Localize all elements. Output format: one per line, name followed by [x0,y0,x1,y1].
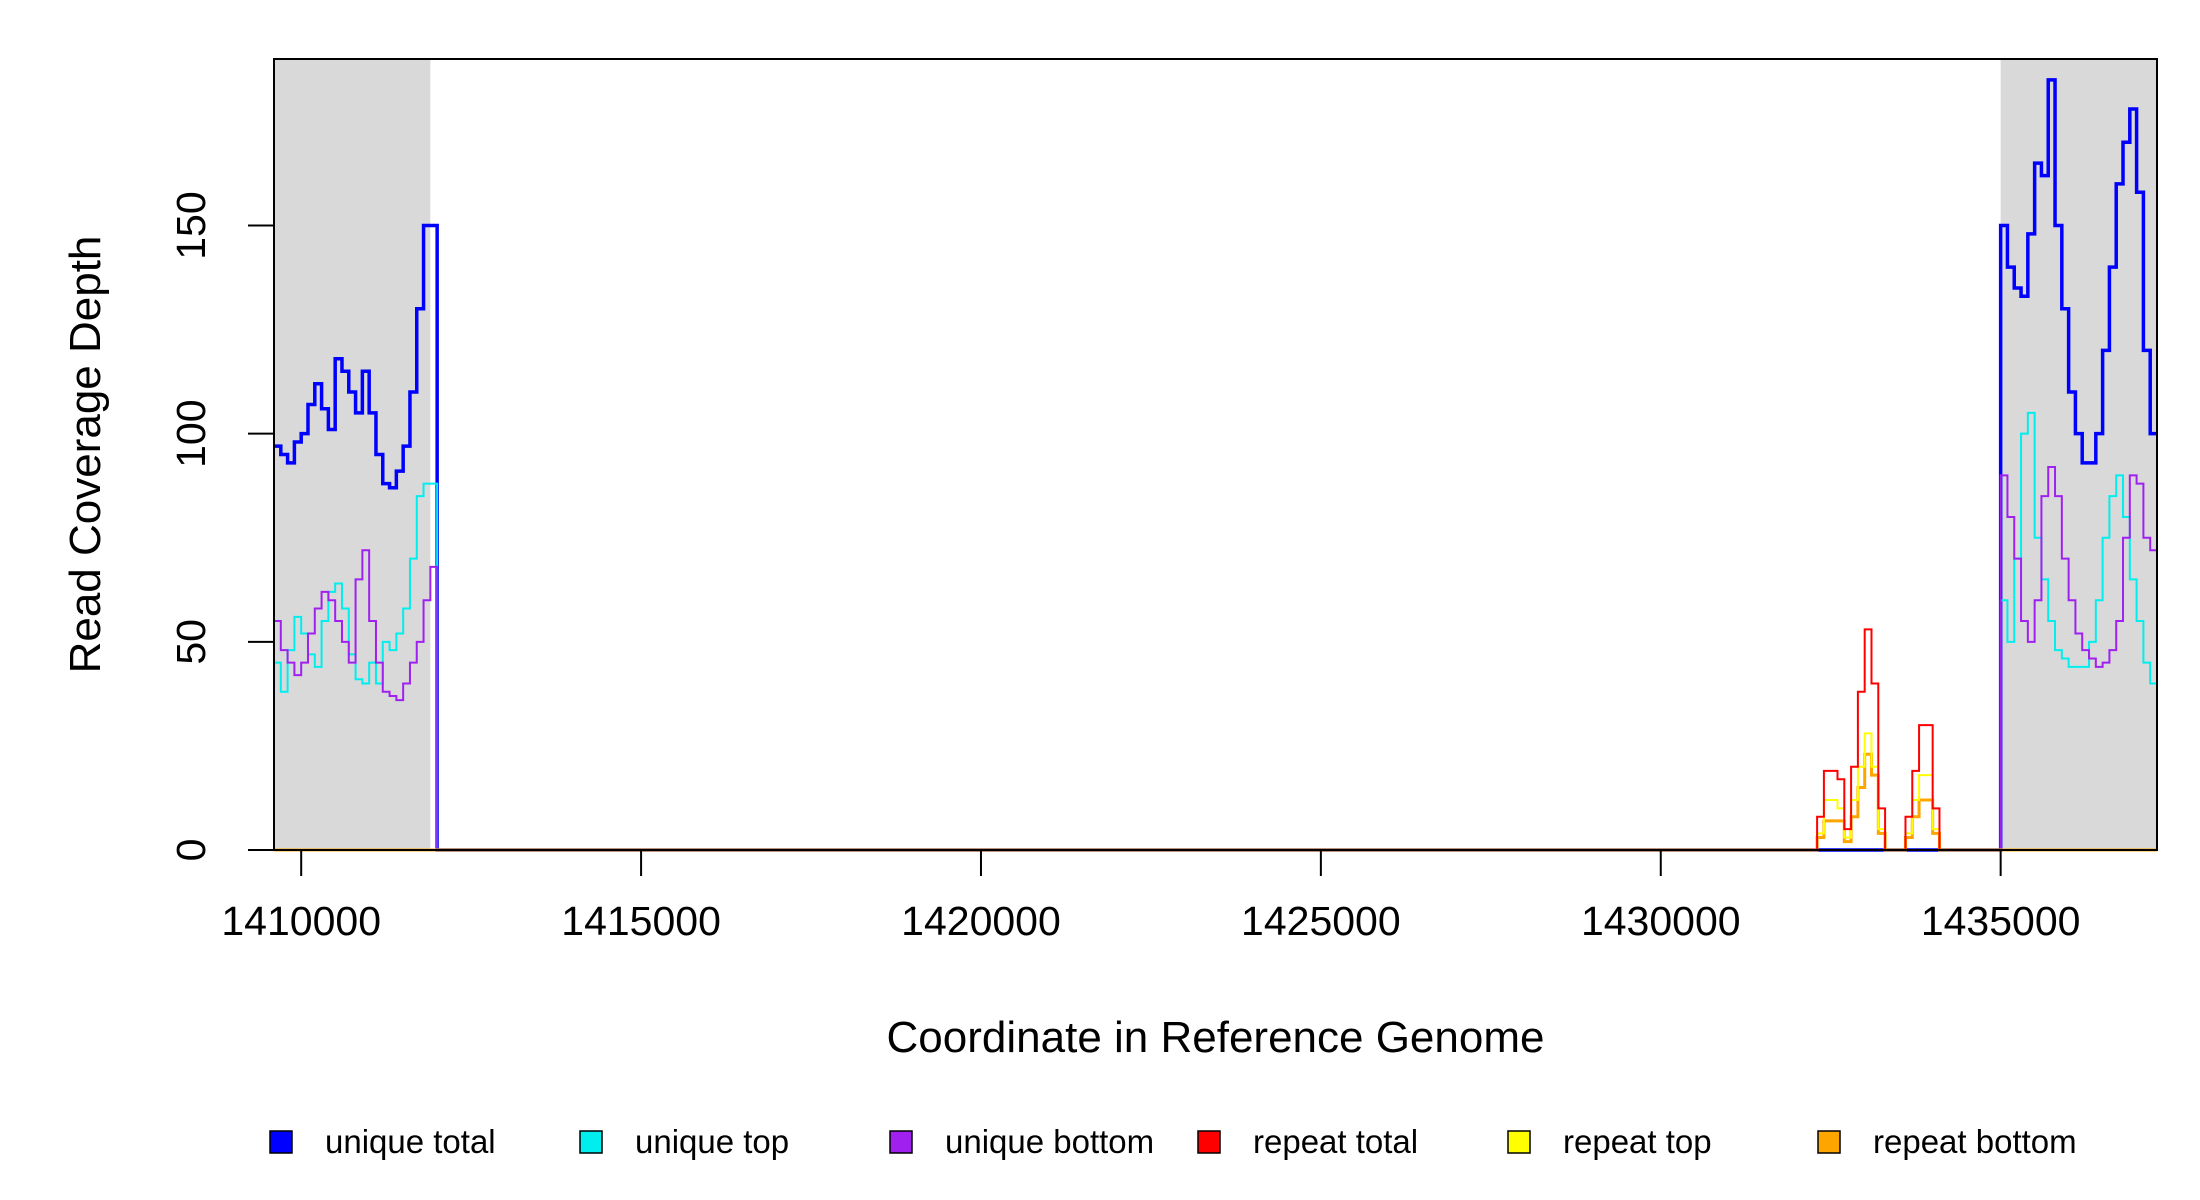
x-axis-title: Coordinate in Reference Genome [887,1013,1545,1062]
series-unique-top [274,411,2157,851]
series-repeat-total [274,628,2157,851]
y-tick-label: 0 [168,839,214,862]
legend-swatch-unique-bottom [889,1130,913,1154]
shaded-region-2 [2000,59,2157,850]
series-repeat-top [274,732,2157,851]
series-unique-total [274,78,2157,852]
legend-swatch-unique-top [579,1130,603,1154]
legend-swatch-unique-total [269,1130,293,1154]
plot-frame [273,58,2158,851]
legend-swatch-repeat-bottom [1817,1130,1841,1154]
legend-label-unique-total: unique total [325,1123,496,1160]
x-tick-label: 1430000 [1581,898,1741,944]
legend-label-unique-bottom: unique bottom [945,1123,1154,1160]
x-axis: 1410000 1415000 1420000 1425000 1430000 14350… [221,849,2081,944]
y-tick-label: 50 [168,619,214,665]
shaded-regions [274,59,2157,850]
x-tick-label: 1425000 [1241,898,1401,944]
series-lines [274,78,2157,852]
legend-label-unique-top: unique top [635,1123,789,1160]
x-tick-label: 1420000 [901,898,1061,944]
series-unique-bottom [274,465,2157,851]
legend-swatch-repeat-top [1507,1130,1531,1154]
shaded-region-1 [274,59,431,850]
y-axis: 0 50 100 150 [168,191,275,862]
legend-label-repeat-total: repeat total [1253,1123,1418,1160]
x-tick-label: 1435000 [1921,898,2081,944]
x-tick-label: 1410000 [221,898,381,944]
x-tick-label: 1415000 [561,898,721,944]
y-tick-label: 100 [168,399,214,467]
series-repeat-bottom [274,752,2157,852]
legend-swatch-repeat-total [1197,1130,1221,1154]
y-tick-label: 150 [168,191,214,259]
legend-label-repeat-top: repeat top [1563,1123,1712,1160]
y-axis-title: Read Coverage Depth [61,236,110,674]
legend: unique total unique top unique bottom repea… [269,1123,2077,1160]
legend-label-repeat-bottom: repeat bottom [1873,1123,2077,1160]
